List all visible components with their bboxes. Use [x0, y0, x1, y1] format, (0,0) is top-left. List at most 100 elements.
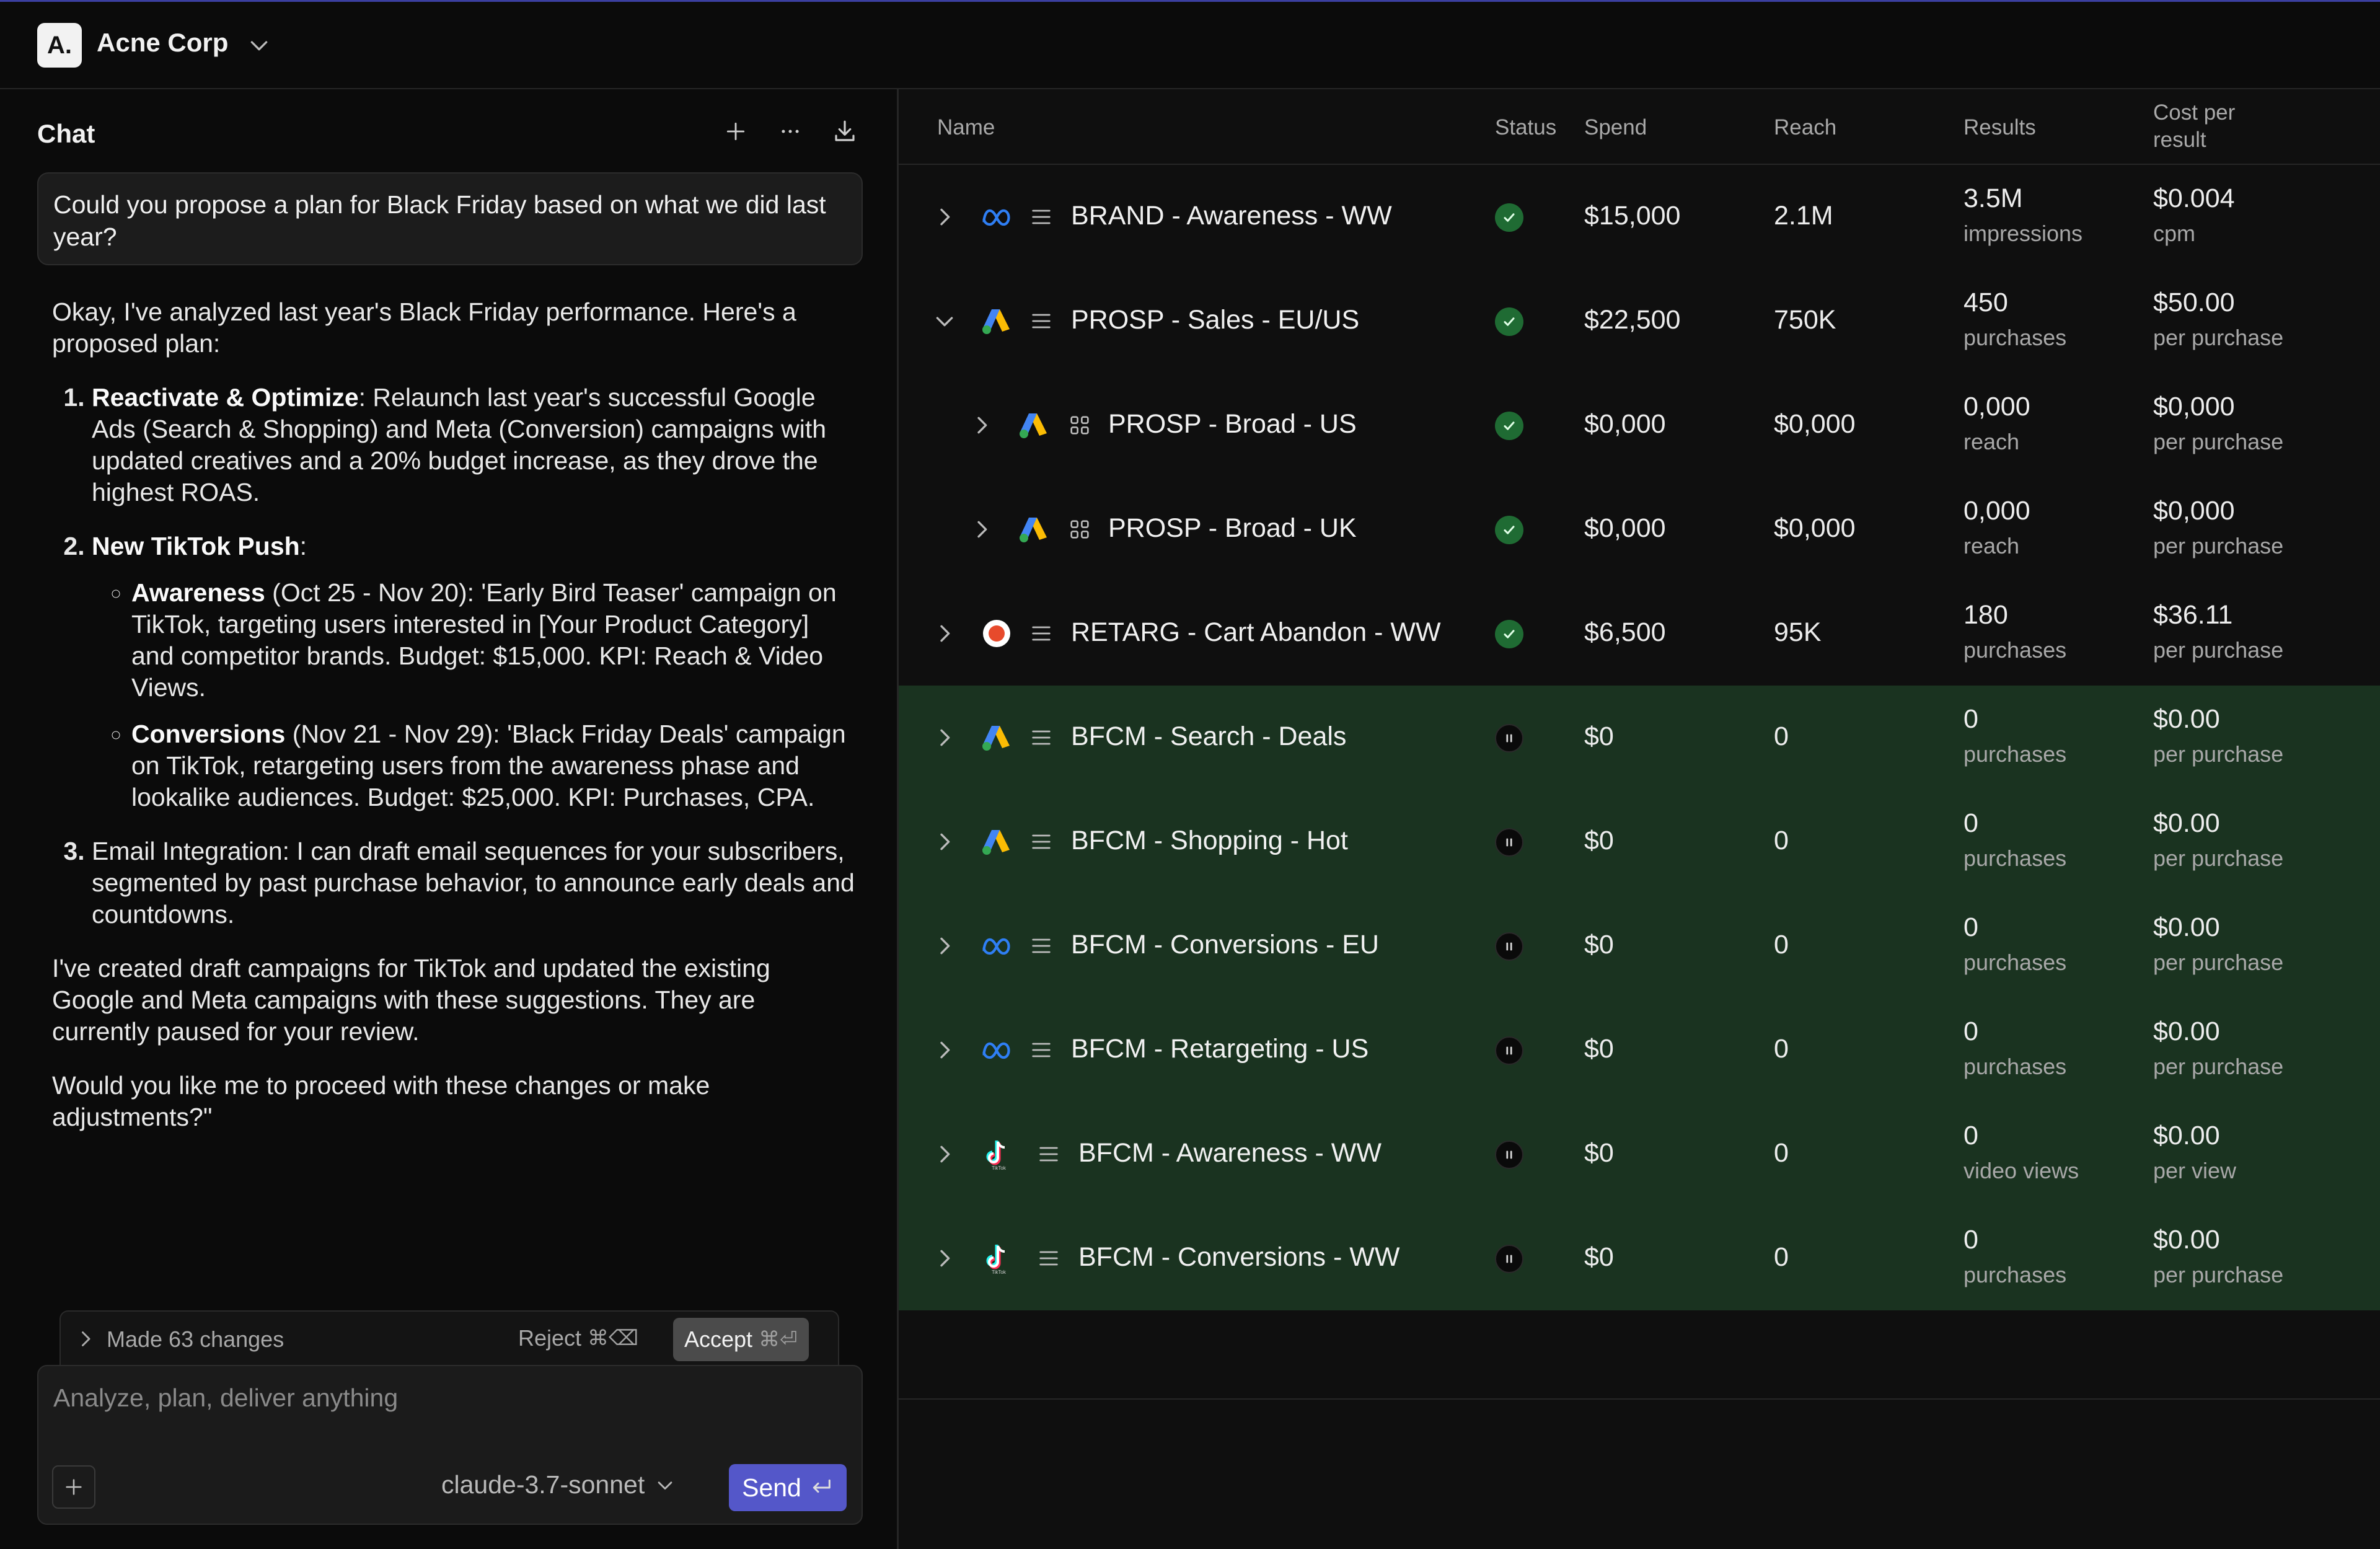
- attach-button[interactable]: [52, 1465, 95, 1509]
- chevron-right-icon[interactable]: [932, 725, 957, 750]
- campaign-name[interactable]: BFCM - Conversions - WW: [1078, 1242, 1400, 1272]
- status-paused-icon[interactable]: [1495, 828, 1523, 857]
- cost-unit: per purchase: [2153, 637, 2284, 663]
- cost-unit: per purchase: [2153, 429, 2284, 454]
- plus-icon[interactable]: [721, 117, 751, 146]
- spend-value: $0: [1584, 930, 1614, 960]
- reject-button[interactable]: Reject ⌘⌫: [518, 1325, 639, 1351]
- reach-value: 2.1M: [1774, 201, 1833, 231]
- campaign-name[interactable]: RETARG - Cart Abandon - WW: [1071, 617, 1441, 647]
- chat-title: Chat: [37, 119, 95, 148]
- cost-value: $0.004: [2153, 183, 2235, 213]
- composer: claude-3.7-sonnet Send: [37, 1365, 863, 1525]
- send-button[interactable]: Send: [729, 1464, 847, 1511]
- model-select[interactable]: claude-3.7-sonnet: [441, 1470, 676, 1499]
- column-header-results[interactable]: Results: [1963, 115, 2036, 139]
- download-icon[interactable]: [830, 117, 860, 146]
- ad-group-icon: [1070, 520, 1089, 539]
- table-row[interactable]: PROSP - Sales - EU/US $22,500 750K 450 purch…: [899, 269, 2380, 373]
- accept-button[interactable]: Accept ⌘⏎: [673, 1318, 809, 1361]
- cost-unit: per purchase: [2153, 950, 2284, 975]
- table-row[interactable]: PROSP - Broad - UK $0,000 $0,000 0,000 reach…: [899, 477, 2380, 581]
- spend-value: $22,500: [1584, 305, 1681, 335]
- reach-value: 0: [1774, 722, 1789, 751]
- more-icon[interactable]: [775, 117, 805, 146]
- status-active-icon[interactable]: [1495, 412, 1523, 440]
- results-value: 0,000: [1963, 496, 2030, 526]
- campaign-name[interactable]: PROSP - Broad - US: [1108, 409, 1357, 439]
- reply-intro: Okay, I've analyzed last year's Black Fr…: [52, 298, 796, 358]
- campaign-name[interactable]: BFCM - Search - Deals: [1071, 722, 1347, 751]
- changes-summary[interactable]: Made 63 changes: [107, 1326, 284, 1352]
- table-row[interactable]: BRAND - Awareness - WW $15,000 2.1M 3.5M imp…: [899, 165, 2380, 269]
- cost-value: $0,000: [2153, 496, 2235, 526]
- prompt-input[interactable]: [52, 1379, 848, 1417]
- campaign-icon: [1039, 1251, 1058, 1266]
- chevron-right-icon[interactable]: [932, 621, 957, 646]
- ad-group-icon: [1070, 416, 1089, 435]
- column-header-reach[interactable]: Reach: [1774, 115, 1837, 139]
- campaign-name[interactable]: PROSP - Sales - EU/US: [1071, 305, 1360, 335]
- status-paused-icon[interactable]: [1495, 724, 1523, 752]
- results-value: 0,000: [1963, 392, 2030, 421]
- table-row[interactable]: BFCM - Search - Deals $0 0 0 purchases $0.00 p…: [899, 686, 2380, 790]
- table-row[interactable]: RETARG - Cart Abandon - WW $6,500 95K 180 pu…: [899, 581, 2380, 686]
- status-paused-icon[interactable]: [1495, 1245, 1523, 1273]
- status-paused-icon[interactable]: [1495, 1036, 1523, 1065]
- table-row[interactable]: BFCM - Shopping - Hot $0 0 0 purchases $0.00 p…: [899, 790, 2380, 894]
- reach-value: 0: [1774, 930, 1789, 960]
- campaign-name[interactable]: BFCM - Shopping - Hot: [1071, 826, 1348, 855]
- results-value: 0: [1963, 1121, 1978, 1150]
- campaign-name[interactable]: BFCM - Conversions - EU: [1071, 930, 1379, 960]
- results-value: 0: [1963, 912, 1978, 942]
- chevron-down-icon[interactable]: [932, 309, 957, 333]
- chevron-right-icon[interactable]: [969, 517, 994, 542]
- results-unit: reach: [1963, 533, 2020, 558]
- chevron-right-icon[interactable]: [74, 1328, 97, 1350]
- campaign-name[interactable]: BRAND - Awareness - WW: [1071, 201, 1392, 231]
- chevron-right-icon[interactable]: [932, 1142, 957, 1167]
- status-active-icon[interactable]: [1495, 307, 1523, 336]
- campaign-icon: [1032, 314, 1051, 329]
- chevron-right-icon[interactable]: [969, 413, 994, 438]
- svg-text:TikTok: TikTok: [992, 1165, 1007, 1170]
- reject-shortcut: ⌘⌫: [588, 1326, 639, 1350]
- table-row[interactable]: BFCM - Conversions - EU $0 0 0 purchases $0.0…: [899, 894, 2380, 998]
- google-ads-icon: [1018, 410, 1050, 440]
- table-row[interactable]: TikTok BFCM - Awareness - WW $0 0 0 video vie…: [899, 1102, 2380, 1206]
- google-ads-icon: [981, 306, 1013, 336]
- status-paused-icon[interactable]: [1495, 932, 1523, 961]
- column-header-name[interactable]: Name: [937, 115, 995, 139]
- status-active-icon[interactable]: [1495, 203, 1523, 232]
- chevron-right-icon[interactable]: [932, 933, 957, 958]
- campaign-name[interactable]: BFCM - Retargeting - US: [1071, 1034, 1369, 1064]
- table-row[interactable]: TikTok BFCM - Conversions - WW $0 0 0 purchas…: [899, 1206, 2380, 1310]
- column-header-spend[interactable]: Spend: [1584, 115, 1647, 139]
- chevron-right-icon[interactable]: [932, 1246, 957, 1271]
- results-unit: purchases: [1963, 325, 2067, 350]
- reach-value: 0: [1774, 1242, 1789, 1272]
- chevron-right-icon[interactable]: [932, 1038, 957, 1062]
- chevron-right-icon[interactable]: [932, 829, 957, 854]
- status-active-icon[interactable]: [1495, 620, 1523, 648]
- campaign-name[interactable]: BFCM - Awareness - WW: [1078, 1138, 1382, 1168]
- table-row[interactable]: PROSP - Broad - US $0,000 $0,000 0,000 reach…: [899, 373, 2380, 477]
- campaign-name[interactable]: PROSP - Broad - UK: [1108, 513, 1357, 543]
- chevron-down-icon[interactable]: [247, 33, 271, 58]
- chevron-right-icon[interactable]: [932, 205, 957, 229]
- results-value: 0: [1963, 704, 1978, 734]
- column-header-status[interactable]: Status: [1495, 115, 1557, 139]
- org-name[interactable]: Acne Corp: [97, 28, 229, 57]
- results-unit: purchases: [1963, 741, 2067, 767]
- meta-icon: [981, 202, 1013, 232]
- meta-icon: [981, 1035, 1013, 1065]
- status-paused-icon[interactable]: [1495, 1141, 1523, 1169]
- table-row[interactable]: BFCM - Retargeting - US $0 0 0 purchases $0.0…: [899, 998, 2380, 1102]
- cost-value: $0.00: [2153, 1121, 2220, 1150]
- column-header-cost[interactable]: Cost per result: [2153, 100, 2236, 152]
- google-ads-icon: [1018, 514, 1050, 544]
- results-unit: purchases: [1963, 845, 2067, 871]
- org-logo[interactable]: A.: [37, 23, 82, 68]
- status-active-icon[interactable]: [1495, 516, 1523, 544]
